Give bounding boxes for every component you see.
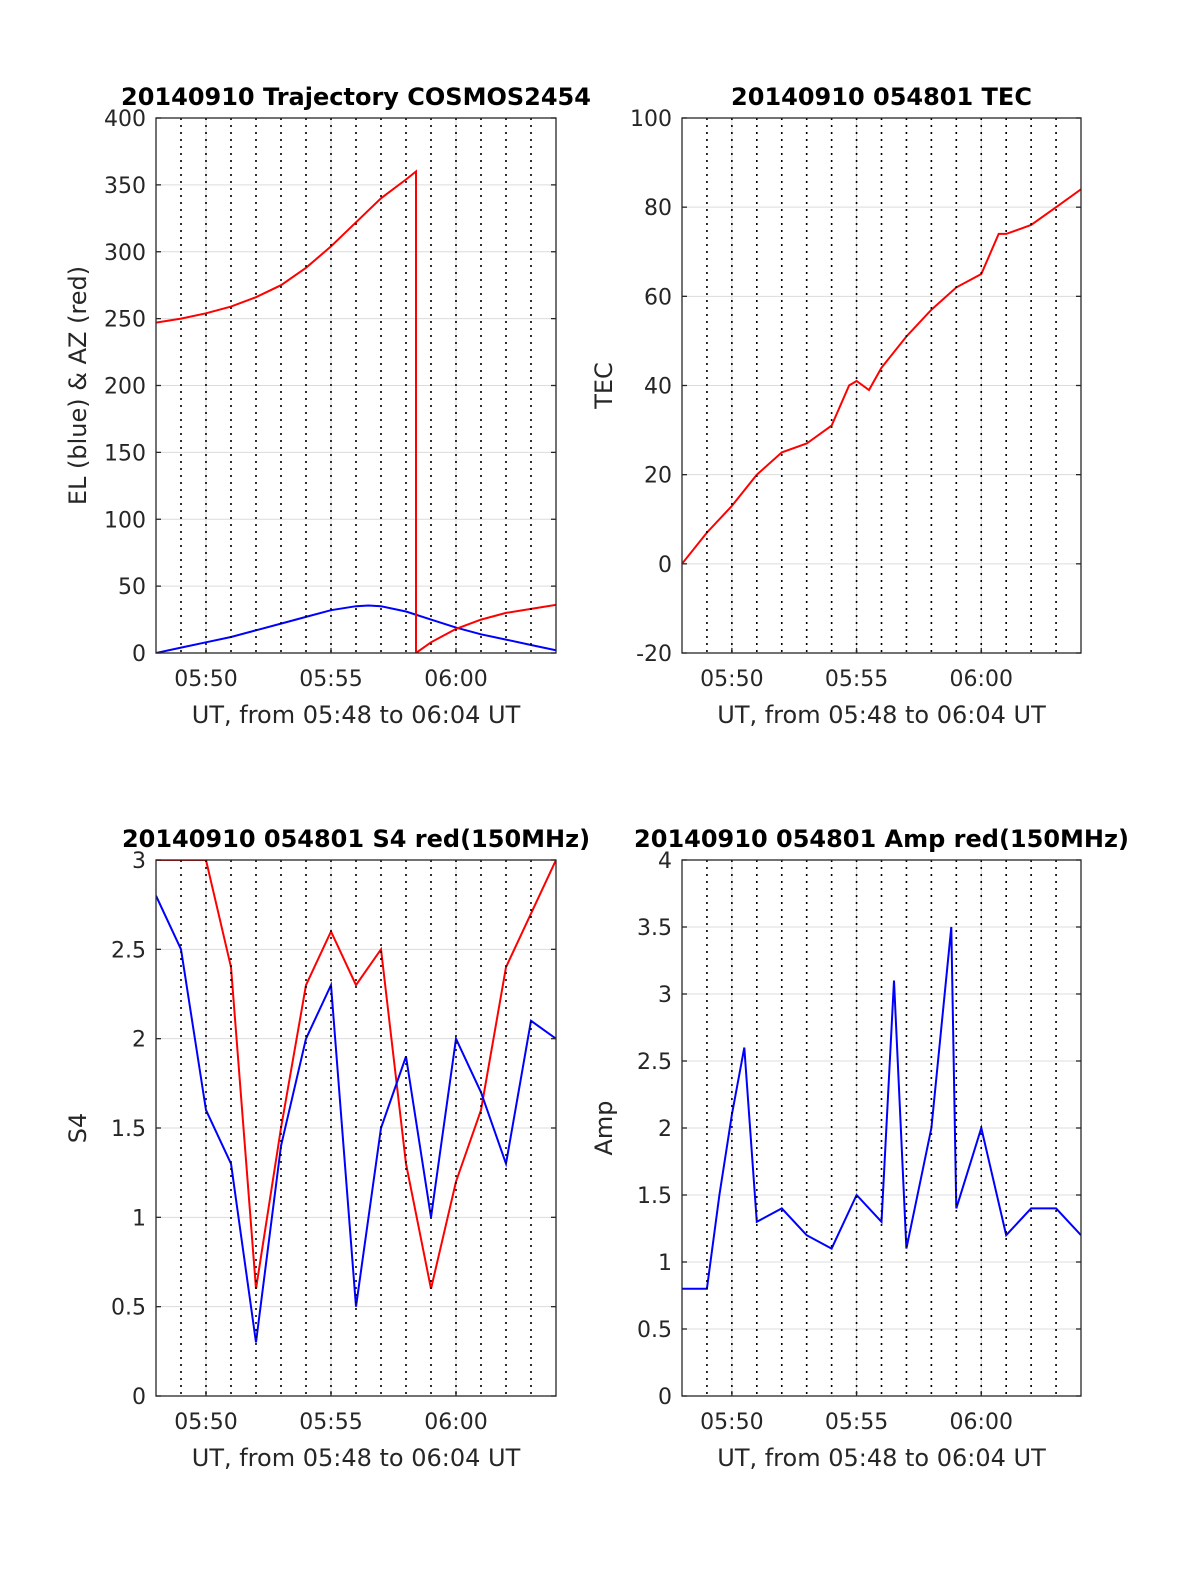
y-tick-label: 1.5 xyxy=(637,1184,672,1209)
y-axis-label: TEC xyxy=(590,362,618,410)
series-line-blue xyxy=(156,895,556,1343)
x-tick-label: 05:55 xyxy=(825,1410,888,1435)
x-tick-label: 05:50 xyxy=(700,667,763,692)
y-tick-label: 0 xyxy=(132,1385,146,1410)
y-axis-label: EL (blue) & AZ (red) xyxy=(64,266,92,505)
y-tick-label: 1.5 xyxy=(111,1117,146,1142)
y-tick-label: 60 xyxy=(644,285,672,310)
chart-title: 20140910 054801 TEC xyxy=(731,83,1032,111)
x-tick-label: 05:50 xyxy=(174,1410,237,1435)
x-axis-label: UT, from 05:48 to 06:04 UT xyxy=(717,701,1046,729)
y-tick-label: 50 xyxy=(118,575,146,600)
y-tick-label: 4 xyxy=(658,849,672,874)
chart-s4: 0 0.5 1 1.5 2 2.5 3 05:50 05:55 06:00 20140910 054… xyxy=(64,825,590,1472)
chart-tec: -20 0 20 40 60 80 100 05:50 05:55 06:00 20140910 0… xyxy=(590,83,1082,729)
x-tick-label: 05:55 xyxy=(299,1410,362,1435)
y-tick-label: 100 xyxy=(104,508,146,533)
y-tick-label: 2 xyxy=(132,1028,146,1053)
x-tick-label: 06:00 xyxy=(424,667,487,692)
y-tick-label: 3 xyxy=(132,849,146,874)
y-tick-label: 150 xyxy=(104,441,146,466)
y-tick-label: 40 xyxy=(644,375,672,400)
chart-title: 20140910 054801 Amp red(150MHz) xyxy=(634,825,1129,853)
y-tick-label: 200 xyxy=(104,375,146,400)
x-tick-label: 05:55 xyxy=(299,667,362,692)
x-tick-label: 05:50 xyxy=(174,667,237,692)
series-line-tec xyxy=(682,188,1081,565)
x-tick-label: 06:00 xyxy=(950,667,1013,692)
y-tick-label: 2.5 xyxy=(637,1050,672,1075)
series-line-el xyxy=(156,604,556,653)
y-tick-label: 100 xyxy=(630,107,672,132)
chart-trajectory: 0 50 100 150 200 250 300 350 400 05:50 05:55 06:00 2… xyxy=(64,83,591,729)
y-tick-label: 350 xyxy=(104,174,146,199)
y-tick-label: 1 xyxy=(658,1251,672,1276)
y-tick-label: 300 xyxy=(104,241,146,266)
series-line-amp xyxy=(682,926,1081,1290)
y-tick-label: 80 xyxy=(644,196,672,221)
y-tick-label: 2 xyxy=(658,1117,672,1142)
chart-amp: 0 0.5 1 1.5 2 2.5 3 3.5 4 05:50 05:55 06:00 20140910… xyxy=(590,825,1129,1472)
y-tick-label: -20 xyxy=(636,642,672,667)
y-tick-label: 400 xyxy=(104,107,146,132)
x-tick-label: 05:50 xyxy=(700,1410,763,1435)
series-line-az xyxy=(156,169,556,653)
series-line-red xyxy=(156,860,556,1290)
x-tick-label: 05:55 xyxy=(825,667,888,692)
x-tick-label: 06:00 xyxy=(424,1410,487,1435)
y-tick-label: 0.5 xyxy=(111,1296,146,1321)
y-tick-label: 3 xyxy=(658,983,672,1008)
chart-title: 20140910 054801 S4 red(150MHz) xyxy=(122,825,590,853)
x-axis-label: UT, from 05:48 to 06:04 UT xyxy=(192,1444,521,1472)
y-tick-label: 0 xyxy=(132,642,146,667)
y-tick-label: 3.5 xyxy=(637,916,672,941)
y-tick-label: 0 xyxy=(658,553,672,578)
y-tick-label: 1 xyxy=(132,1206,146,1231)
y-tick-label: 0.5 xyxy=(637,1318,672,1343)
x-tick-label: 06:00 xyxy=(950,1410,1013,1435)
y-tick-label: 0 xyxy=(658,1385,672,1410)
x-axis-label: UT, from 05:48 to 06:04 UT xyxy=(717,1444,1046,1472)
y-axis-label: S4 xyxy=(64,1113,92,1144)
y-tick-label: 20 xyxy=(644,464,672,489)
chart-title: 20140910 Trajectory COSMOS2454 xyxy=(121,83,591,111)
y-tick-label: 2.5 xyxy=(111,938,146,963)
y-axis-label: Amp xyxy=(590,1100,618,1155)
y-tick-label: 250 xyxy=(104,308,146,333)
x-axis-label: UT, from 05:48 to 06:04 UT xyxy=(192,701,521,729)
